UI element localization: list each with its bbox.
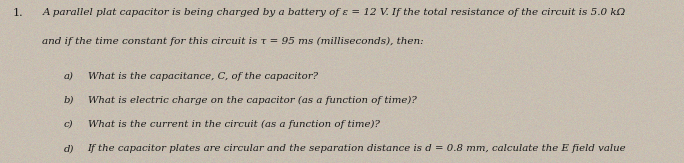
Text: What is the capacitance, C, of the capacitor?: What is the capacitance, C, of the capac…	[88, 72, 317, 81]
Text: A parallel plat capacitor is being charged by a battery of ε = 12 V. If the tota: A parallel plat capacitor is being charg…	[42, 8, 626, 17]
Text: d): d)	[64, 144, 74, 153]
Text: b): b)	[64, 96, 74, 105]
Text: and if the time constant for this circuit is τ = 95 ms (milliseconds), then:: and if the time constant for this circui…	[42, 37, 424, 46]
Text: c): c)	[64, 120, 73, 129]
Text: If the capacitor plates are circular and the separation distance is d = 0.8 mm, : If the capacitor plates are circular and…	[88, 144, 626, 153]
Text: What is electric charge on the capacitor (as a function of time)?: What is electric charge on the capacitor…	[88, 96, 417, 105]
Text: What is the current in the circuit (as a function of time)?: What is the current in the circuit (as a…	[88, 120, 380, 129]
Text: a): a)	[64, 72, 74, 81]
Text: 1.: 1.	[12, 8, 23, 18]
